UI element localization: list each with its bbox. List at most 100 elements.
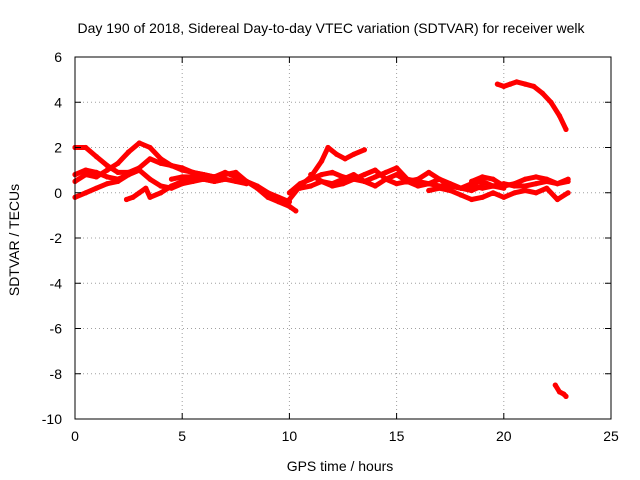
data-point: [147, 144, 153, 151]
data-point: [458, 192, 464, 198]
data-point: [123, 196, 130, 203]
data-point: [233, 174, 239, 180]
data-point: [372, 174, 378, 180]
data-point: [436, 185, 443, 191]
data-point: [297, 185, 303, 191]
data-point: [83, 167, 89, 173]
data-point: [254, 183, 260, 189]
data-point: [426, 169, 432, 175]
data-point: [126, 149, 132, 155]
x-tick-label: 10: [282, 428, 298, 444]
data-point: [168, 183, 175, 189]
data-point: [115, 160, 121, 166]
data-point: [533, 181, 539, 187]
x-tick-label: 20: [496, 428, 512, 444]
x-axis-label: GPS time / hours: [287, 458, 394, 474]
data-point: [447, 187, 453, 194]
data-point: [83, 144, 89, 151]
data-point: [286, 203, 292, 209]
data-point: [563, 126, 569, 132]
data-point: [522, 183, 528, 189]
data-point: [130, 194, 136, 200]
data-point: [351, 172, 357, 178]
data-point: [563, 393, 569, 399]
data-point: [319, 172, 325, 178]
data-point: [319, 158, 325, 164]
data-point: [308, 183, 314, 189]
data-point: [507, 81, 513, 87]
data-point: [115, 176, 121, 182]
y-axis-label: SDTVAR / TECUs: [6, 184, 22, 296]
data-point: [147, 176, 153, 182]
data-point: [361, 172, 367, 178]
y-tick-label: 2: [54, 140, 62, 156]
data-point: [469, 187, 475, 194]
y-tick-label: -6: [50, 321, 63, 337]
data-point: [490, 190, 496, 196]
data-point: [83, 190, 89, 196]
data-point: [404, 178, 410, 184]
data-point: [511, 190, 518, 196]
data-point: [436, 176, 443, 182]
data-point: [147, 156, 153, 162]
data-point: [293, 208, 299, 214]
data-point: [556, 113, 563, 119]
data-point: [539, 90, 546, 96]
grid-lines: [75, 57, 611, 419]
data-point: [554, 196, 561, 203]
data-point: [490, 176, 496, 182]
data-point: [222, 169, 228, 175]
data-point: [383, 176, 389, 182]
data-point: [158, 190, 164, 196]
data-point: [276, 194, 282, 200]
data-point: [93, 185, 99, 191]
plot-area: [72, 79, 571, 399]
data-point: [211, 178, 217, 184]
data-point: [342, 156, 348, 162]
y-tick-label: 6: [54, 49, 62, 65]
data-point: [126, 172, 132, 178]
data-point: [115, 169, 121, 175]
data-point: [361, 178, 367, 184]
data-point: [334, 151, 340, 157]
y-tick-label: -4: [50, 275, 63, 291]
y-tick-label: -2: [50, 230, 63, 246]
data-point: [190, 169, 196, 175]
data-point: [147, 194, 153, 200]
data-point: [556, 389, 563, 395]
series-line-track-12: [469, 174, 571, 189]
data-point: [565, 190, 571, 196]
data-point: [179, 178, 185, 184]
data-point: [479, 174, 485, 180]
data-point: [554, 181, 561, 187]
axis-ticks: 0 5 10 15 20 25 -10 -8 -6 -4 -2 0 2 4 6: [42, 49, 619, 444]
data-point: [297, 181, 303, 187]
y-tick-label: 0: [54, 185, 62, 201]
data-point: [394, 165, 400, 171]
data-point: [479, 194, 485, 200]
data-point: [136, 167, 142, 173]
x-tick-label: 5: [178, 428, 186, 444]
data-point: [179, 167, 185, 173]
data-point: [394, 172, 400, 178]
data-point: [394, 181, 400, 187]
y-tick-label: -10: [42, 411, 62, 427]
data-point: [104, 174, 110, 180]
data-point: [351, 176, 357, 182]
data-point: [522, 81, 528, 87]
data-point: [361, 147, 367, 153]
data-point: [201, 172, 207, 178]
series-line-track-13: [494, 79, 569, 132]
data-point: [319, 178, 325, 184]
data-point: [426, 181, 432, 187]
data-point: [179, 174, 185, 180]
data-point: [265, 190, 271, 196]
series-line-track-5: [124, 176, 228, 202]
data-point: [490, 183, 496, 189]
x-tick-label: 25: [603, 428, 619, 444]
data-point: [93, 169, 99, 175]
data-point: [544, 185, 550, 191]
x-tick-label: 0: [71, 428, 79, 444]
data-point: [533, 174, 539, 180]
